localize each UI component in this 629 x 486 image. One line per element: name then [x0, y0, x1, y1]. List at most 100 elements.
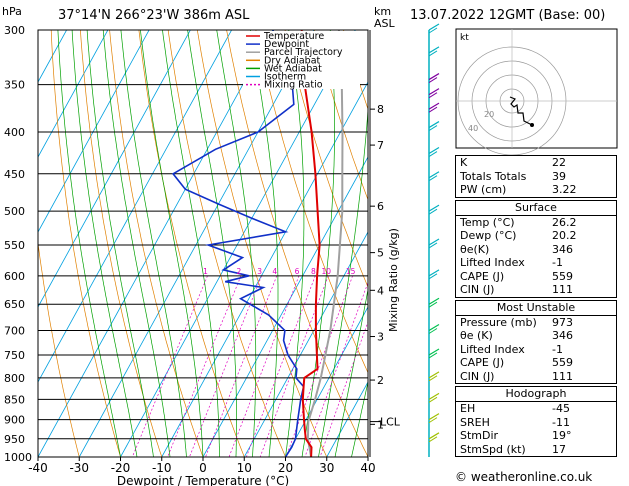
km-tick-label: 2	[377, 374, 384, 387]
mixing-ratio-label: 4	[272, 267, 277, 276]
isotherm-line	[38, 30, 274, 457]
mixing-ratio-line	[189, 275, 262, 457]
surface-row: Lifted Index -1	[460, 256, 563, 269]
hodograph-table: Hodograph EH -45 SREH -11 StmDir 19° StmSpd…	[455, 386, 617, 457]
wind-barb	[428, 208, 438, 215]
wind-barb	[428, 348, 440, 356]
isotherm-line	[243, 231, 368, 457]
legend-bg	[243, 31, 360, 89]
dry-adiabat-line	[284, 30, 368, 289]
wind-barb	[428, 238, 440, 246]
wind-barb	[428, 88, 440, 96]
pressure-tick-label: 600	[4, 270, 25, 283]
x-tick-label: 0	[199, 461, 207, 475]
pressure-tick-label: 950	[4, 433, 25, 446]
pressure-tick-label: 300	[4, 24, 25, 37]
indices-panel: K 22 Totals Totals 39 PW (cm) 3.22 Surface …	[455, 155, 617, 459]
wind-barb	[428, 125, 438, 131]
wind-barb	[428, 436, 438, 443]
wind-barb	[428, 204, 440, 212]
pressure-tick-label: 550	[4, 239, 25, 252]
isotherm-line	[285, 306, 368, 457]
mixing-ratio-label: 8	[311, 267, 316, 276]
temperature-line	[300, 30, 321, 457]
wind-barb	[428, 102, 440, 110]
index-row-k: K 22	[460, 156, 566, 169]
wet-adiabat-line	[57, 30, 121, 457]
hodograph-ring-label: 40	[468, 124, 478, 133]
x-tick-label: 40	[360, 461, 375, 475]
wind-barb	[428, 106, 438, 113]
wind-barb	[428, 77, 438, 83]
wind-barb	[428, 171, 440, 179]
x-tick-label: -10	[152, 461, 172, 475]
wind-barb	[428, 432, 440, 440]
mu-row: θe (K) 346	[460, 329, 573, 342]
mixing-ratio-line	[167, 275, 242, 457]
surface-title: Surface	[456, 201, 616, 216]
isotherm-line	[38, 30, 191, 308]
wind-barb	[428, 301, 438, 308]
mixing-ratio-label: 10	[322, 267, 332, 276]
wet-adiabat-line	[86, 30, 154, 457]
wet-adiabat-line	[187, 30, 237, 457]
pressure-tick-label: 400	[4, 126, 25, 139]
surface-row: CIN (J) 111	[460, 283, 573, 296]
hodo-row: StmDir 19°	[460, 429, 572, 442]
km-tick-label: 7	[377, 139, 384, 152]
hodo-row: SREH -11	[460, 415, 570, 429]
surface-row: θe(K) 346	[460, 242, 573, 256]
isotherm-line	[78, 30, 315, 457]
wind-barb	[428, 417, 438, 424]
dry-adiabat-line	[38, 240, 80, 457]
copyright-footer: © weatheronline.co.uk	[455, 470, 593, 484]
pressure-tick-label: 1000	[4, 451, 32, 464]
dry-adiabat-line	[167, 30, 286, 457]
legend-label: Wet Adiabat	[264, 63, 322, 74]
hodograph-box	[455, 28, 618, 149]
mu-row: CIN (J) 111	[460, 369, 573, 383]
legend-label: Temperature	[263, 31, 324, 42]
x-tick-label: 20	[278, 461, 293, 475]
legend-label: Isotherm	[264, 72, 306, 83]
wind-barb	[428, 328, 438, 334]
legend-label: Dewpoint	[264, 39, 309, 50]
x-tick-label: 30	[319, 461, 334, 475]
wind-barb	[428, 73, 440, 81]
plot-frame	[37, 29, 369, 458]
surface-row: Temp (°C) 26.2	[460, 215, 577, 229]
isotherm-line	[161, 81, 368, 457]
wet-adiabat-line	[102, 30, 171, 457]
x-tick-label: 10	[237, 461, 252, 475]
legend-label: Mixing Ratio	[264, 80, 323, 91]
mixing-ratio-line	[319, 320, 368, 457]
legend-label: Dry Adiabat	[264, 55, 321, 66]
wet-adiabat-line	[351, 380, 368, 457]
wet-adiabat-line	[71, 30, 138, 457]
hodograph-trace	[509, 96, 533, 126]
mu-row: CAPE (J) 559	[460, 356, 573, 369]
wind-barb	[428, 297, 440, 305]
wet-adiabat-line	[250, 30, 279, 457]
wind-barb	[428, 273, 438, 280]
x-tick-label: -30	[69, 461, 89, 475]
wind-barb	[428, 151, 438, 157]
lcl-label: LCL	[380, 416, 401, 429]
surface-table: Surface Temp (°C) 26.2 Dewp (°C) 20.2 θe(K…	[455, 199, 617, 298]
km-tick-label: 1	[377, 418, 384, 431]
wind-barb	[428, 375, 438, 382]
wind-barb	[428, 392, 440, 400]
km-tick-label: 3	[377, 331, 384, 344]
index-row-tt: Totals Totals 39	[460, 169, 566, 183]
wind-barb	[428, 23, 440, 31]
km-tick-label: 8	[377, 103, 384, 116]
most-unstable-table: Most Unstable Pressure (mb) 973 θe (K) 346…	[455, 299, 617, 384]
wind-barb	[428, 175, 438, 182]
pressure-tick-label: 900	[4, 414, 25, 427]
pressure-tick-label: 650	[4, 298, 25, 311]
mixing-ratio-line	[205, 275, 278, 457]
mixing-ratio-label: 15	[346, 267, 356, 276]
mixing-ratio-axis-label: Mixing Ratio (g/kg)	[387, 228, 400, 332]
mixing-ratio-label: 3	[257, 267, 262, 276]
